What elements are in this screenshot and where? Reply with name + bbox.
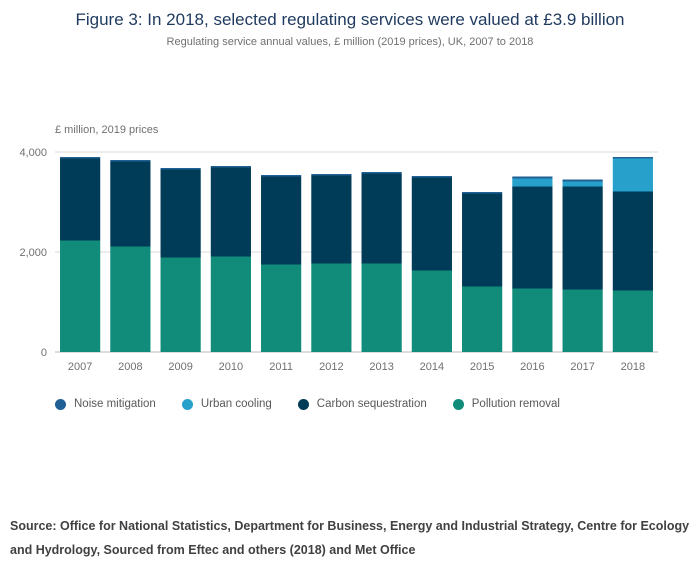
bar-segment-urban-cooling bbox=[562, 181, 603, 187]
bar-segment-carbon-sequestration bbox=[311, 175, 352, 264]
bar-segment-carbon-sequestration bbox=[60, 158, 101, 241]
bar-segment-pollution-removal bbox=[60, 240, 101, 352]
bar-segment-carbon-sequestration bbox=[110, 161, 151, 247]
bar-segment-noise-mitigation bbox=[210, 166, 251, 168]
y-axis-tick-label: 0 bbox=[41, 347, 47, 359]
x-axis-year-label: 2008 bbox=[118, 361, 142, 373]
x-axis-year-label: 2016 bbox=[520, 361, 544, 373]
bar-segment-noise-mitigation bbox=[411, 176, 452, 178]
legend-dot-icon bbox=[297, 398, 309, 410]
bar-segment-carbon-sequestration bbox=[462, 193, 503, 287]
bar-segment-pollution-removal bbox=[261, 264, 302, 352]
bar-segment-noise-mitigation bbox=[512, 176, 553, 179]
bar-segment-carbon-sequestration bbox=[160, 169, 201, 258]
legend-item-carbon-sequestration: Carbon sequestration bbox=[297, 398, 427, 410]
bar-segment-noise-mitigation bbox=[361, 172, 402, 174]
x-axis-year-label: 2017 bbox=[570, 361, 594, 373]
legend-label: Carbon sequestration bbox=[316, 398, 427, 410]
bar-segment-pollution-removal bbox=[462, 286, 503, 352]
bar-segment-carbon-sequestration bbox=[261, 176, 302, 265]
bar-segment-pollution-removal bbox=[160, 257, 201, 352]
y-axis-tick-label: 2,000 bbox=[19, 247, 47, 259]
x-axis-year-label: 2009 bbox=[168, 361, 192, 373]
bar-segment-urban-cooling bbox=[512, 178, 553, 187]
bar-segment-noise-mitigation bbox=[110, 160, 151, 162]
x-axis-year-label: 2015 bbox=[470, 361, 494, 373]
bar-segment-carbon-sequestration bbox=[411, 177, 452, 271]
bar-segment-carbon-sequestration bbox=[512, 186, 553, 289]
bar-segment-pollution-removal bbox=[361, 263, 402, 352]
bar-segment-noise-mitigation bbox=[160, 168, 201, 170]
bar-segment-urban-cooling bbox=[612, 158, 653, 192]
bar-segment-carbon-sequestration bbox=[562, 186, 603, 290]
bar-segment-pollution-removal bbox=[110, 246, 151, 352]
bar-segment-noise-mitigation bbox=[60, 157, 101, 159]
legend-item-noise-mitigation: Noise mitigation bbox=[55, 398, 156, 410]
bar-segment-carbon-sequestration bbox=[612, 191, 653, 291]
legend-item-pollution-removal: Pollution removal bbox=[452, 398, 560, 410]
figure-title: Figure 3: In 2018, selected regulating s… bbox=[75, 10, 625, 29]
x-axis-year-label: 2010 bbox=[219, 361, 243, 373]
legend-dot-icon bbox=[181, 398, 193, 410]
y-axis-unit-label: £ million, 2019 prices bbox=[55, 124, 159, 136]
figure-subtitle: Regulating service annual values, £ mill… bbox=[166, 36, 534, 48]
y-axis-tick-label: 4,000 bbox=[19, 147, 47, 159]
bar-segment-pollution-removal bbox=[562, 289, 603, 352]
bar-segment-pollution-removal bbox=[411, 270, 452, 352]
x-axis-year-label: 2007 bbox=[68, 361, 92, 373]
bar-segment-noise-mitigation bbox=[612, 157, 653, 159]
bar-segment-carbon-sequestration bbox=[210, 167, 251, 257]
x-axis-year-label: 2014 bbox=[420, 361, 444, 373]
legend-label: Noise mitigation bbox=[74, 398, 156, 410]
legend-dot-icon bbox=[452, 398, 464, 410]
legend-label: Pollution removal bbox=[471, 398, 560, 410]
bar-segment-pollution-removal bbox=[210, 256, 251, 352]
legend-label: Urban cooling bbox=[200, 398, 272, 410]
bar-segment-pollution-removal bbox=[512, 288, 553, 352]
x-axis-year-label: 2012 bbox=[319, 361, 343, 373]
bar-segment-carbon-sequestration bbox=[361, 173, 402, 264]
x-axis-year-label: 2011 bbox=[269, 361, 293, 373]
bar-segment-pollution-removal bbox=[612, 290, 653, 352]
bar-segment-noise-mitigation bbox=[462, 192, 503, 194]
bar-segment-noise-mitigation bbox=[261, 175, 302, 177]
bar-segment-pollution-removal bbox=[311, 263, 352, 352]
chart-legend: Noise mitigation Urban cooling Carbon sequ… bbox=[55, 398, 700, 410]
x-axis-year-label: 2013 bbox=[369, 361, 393, 373]
stacked-bar-chart: 0 2,000 4,000 2007 2008 2009 2010 2011 2012 2013 2… bbox=[19, 147, 658, 373]
x-axis-year-label: 2018 bbox=[621, 361, 645, 373]
bar-segment-noise-mitigation bbox=[311, 174, 352, 176]
bar-segment-noise-mitigation bbox=[562, 179, 603, 182]
legend-item-urban-cooling: Urban cooling bbox=[181, 398, 272, 410]
legend-dot-icon bbox=[55, 398, 66, 410]
source-text: Source: Office for National Statistics, … bbox=[10, 519, 690, 557]
